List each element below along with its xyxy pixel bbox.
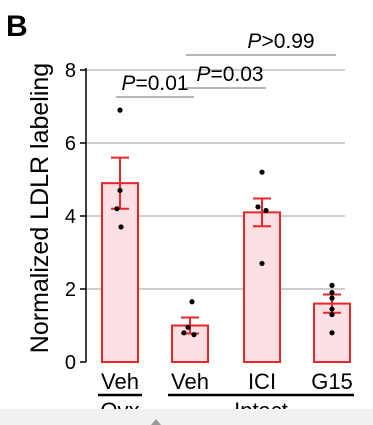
comparison-label: P>0.99	[247, 30, 314, 53]
data-point	[329, 311, 335, 318]
y-tick-label: 6	[65, 133, 76, 155]
comparison-label: P=0.03	[196, 63, 263, 86]
y-tick-label: 8	[65, 60, 76, 82]
caret-up-icon[interactable]	[151, 419, 161, 425]
data-point	[185, 324, 191, 330]
x-tick-labels: Veh Veh ICI G15	[101, 369, 353, 394]
bottom-strip	[0, 409, 373, 425]
comparison-brackets: P=0.01 P=0.03 P>0.99	[116, 30, 336, 98]
data-point	[181, 330, 187, 336]
bar	[101, 182, 139, 363]
data-point	[259, 260, 265, 267]
data-point	[263, 207, 269, 214]
data-point	[259, 169, 265, 175]
data-point	[329, 290, 335, 296]
y-tick-label: 0	[65, 352, 76, 374]
panel-label: B	[6, 10, 28, 43]
data-point	[255, 204, 261, 210]
data-point	[118, 224, 124, 230]
bar	[243, 211, 281, 363]
error-bars	[111, 156, 341, 335]
data-point	[117, 187, 123, 194]
bars	[101, 182, 351, 364]
data-points	[114, 107, 335, 338]
y-tick-labels: 0 2 4 6 8	[65, 60, 76, 374]
x-tick-label: G15	[311, 369, 353, 394]
data-point	[329, 306, 335, 312]
y-tick-label: 4	[65, 206, 76, 228]
data-point	[329, 330, 335, 336]
data-point	[117, 107, 123, 113]
y-tick-label: 2	[65, 279, 76, 301]
data-point	[329, 295, 335, 301]
x-tick-label: Veh	[171, 369, 209, 394]
data-point	[189, 299, 195, 305]
data-point	[329, 282, 335, 288]
y-axis-label: Normalized LDLR labeling	[26, 63, 54, 353]
x-tick-label: ICI	[248, 369, 276, 394]
y-axis	[80, 68, 87, 363]
data-point	[191, 332, 197, 338]
comparison-label: P=0.01	[121, 72, 188, 95]
x-tick-label: Veh	[101, 369, 139, 394]
data-point	[114, 206, 120, 212]
